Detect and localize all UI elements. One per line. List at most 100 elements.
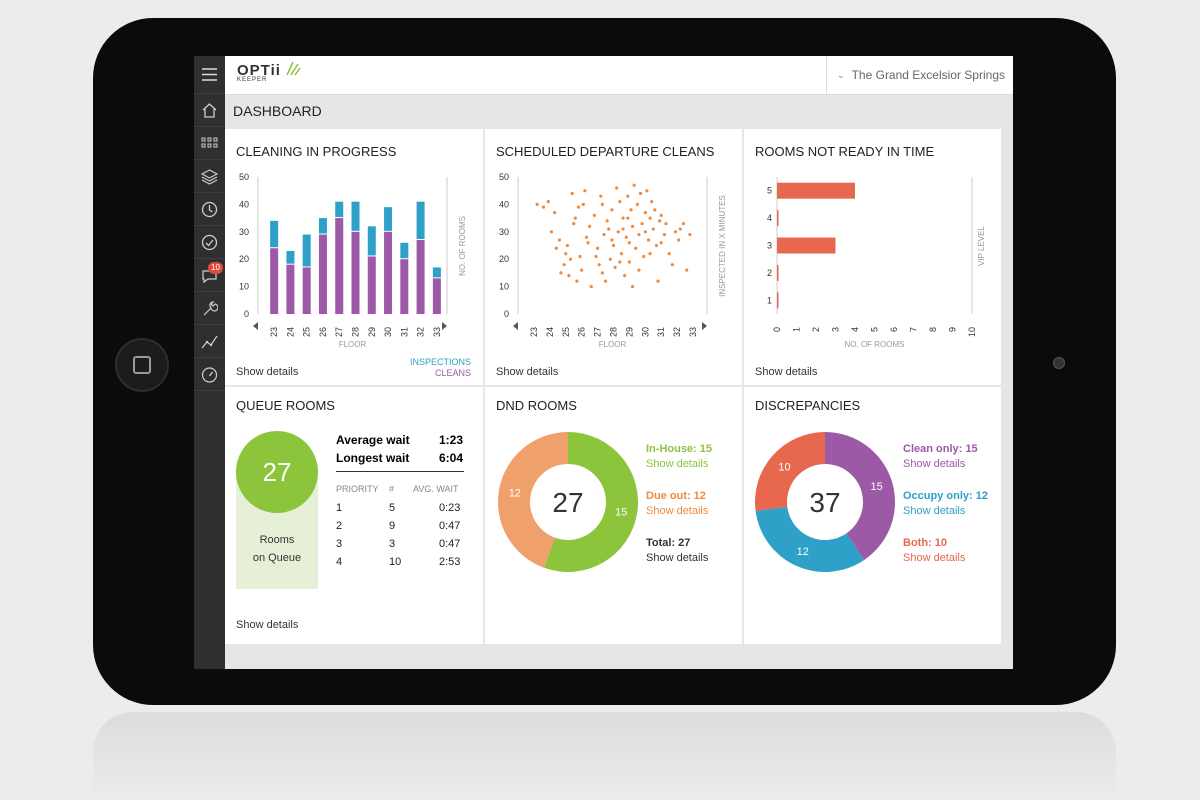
sidebar-item-clock[interactable] [194, 193, 225, 226]
discrepancies-donut-chart: 15 12 10 37 [755, 432, 895, 572]
hotel-selector[interactable]: ⌄ The Grand Excelsior Springs [826, 56, 1013, 94]
bar-cleans [367, 256, 376, 314]
scatter-point [630, 224, 635, 228]
scatter-point [632, 183, 636, 187]
donut-slice-label: 15 [615, 506, 627, 518]
scatter-point [618, 200, 622, 204]
scatter-point [546, 200, 550, 204]
disc-both-show[interactable]: Show details [903, 552, 966, 564]
sidebar-item-performance[interactable] [194, 358, 225, 391]
y-tick-label: 50 [239, 172, 249, 182]
sidebar-item-grid[interactable] [194, 127, 225, 160]
scatter-point [607, 227, 611, 231]
sidebar-item-messages[interactable]: 10 [194, 259, 225, 292]
scatter-point [567, 274, 571, 278]
scatter-point [605, 219, 609, 223]
donut-slice-label: 10 [778, 461, 790, 473]
sidebar: 10 [194, 56, 225, 669]
scatter-point [603, 279, 608, 283]
sidebar-item-reports[interactable] [194, 325, 225, 358]
sidebar-item-layers[interactable] [194, 160, 225, 193]
disc-clean-show[interactable]: Show details [903, 458, 966, 470]
scroll-right-icon [702, 322, 707, 330]
y-tick-label: 3 [767, 241, 772, 251]
dnd-inhouse-label: In-House: 15 [646, 443, 713, 455]
x-axis-label: FLOOR [599, 340, 627, 349]
donut-slice [755, 506, 865, 572]
scatter-point [611, 243, 616, 248]
donut-slice-label: 12 [797, 546, 809, 558]
scatter-point [681, 221, 686, 226]
legend-cleans: CLEANS [434, 368, 471, 378]
sidebar-item-home[interactable] [194, 94, 225, 127]
show-details-link[interactable]: Show details [236, 619, 299, 631]
dnd-total-show[interactable]: Show details [646, 552, 709, 564]
scatter-point [637, 232, 641, 237]
scatter-point [535, 202, 539, 206]
x-tick-label: 3 [831, 327, 841, 332]
scatter-point [664, 221, 668, 226]
show-details-link[interactable]: Show details [236, 366, 299, 378]
dnd-total-label: Total: 27 [646, 537, 691, 549]
dnd-inhouse-show[interactable]: Show details [646, 458, 709, 470]
sidebar-item-maintenance[interactable] [194, 292, 225, 325]
show-details-link[interactable]: Show details [755, 366, 818, 378]
sidebar-item-checks[interactable] [194, 226, 225, 259]
scatter-point [610, 238, 614, 242]
col-avg-wait: AVG. WAIT [413, 484, 459, 494]
x-tick-label: 26 [318, 327, 328, 337]
scatter-point [670, 263, 674, 267]
scatter-point [581, 202, 585, 206]
bar-not-ready [777, 237, 836, 254]
scatter-point [627, 241, 632, 245]
scatter-point [619, 252, 624, 256]
gauge-icon [201, 366, 218, 383]
x-tick-label: 24 [285, 327, 295, 337]
sidebar-item-menu[interactable] [194, 56, 225, 94]
panel-queue-rooms: QUEUE ROOMS 27 Rooms on Queue Average wa… [225, 387, 483, 644]
scatter-point [602, 232, 606, 237]
disc-clean-label: Clean only: 15 [903, 443, 978, 455]
x-tick-label: 28 [351, 327, 361, 337]
disc-occupy-show[interactable]: Show details [903, 505, 966, 517]
y-tick-label: 10 [239, 282, 249, 292]
legend-inspections: INSPECTIONS [409, 357, 471, 367]
y-tick-label: 40 [239, 199, 249, 209]
show-details-link[interactable]: Show details [496, 366, 559, 378]
scatter-point [594, 254, 598, 259]
scatter-point [626, 194, 630, 198]
scatter-point [629, 208, 633, 212]
average-wait-value: 1:23 [439, 433, 464, 447]
x-tick-label: 30 [383, 327, 393, 337]
bar-not-ready [777, 182, 855, 199]
scatter-point [575, 279, 579, 283]
wrench-icon [203, 300, 218, 315]
donut-slice-label: 15 [871, 481, 883, 493]
scatter-point [634, 246, 638, 250]
tablet-home-button[interactable] [115, 338, 169, 392]
x-tick-label: 7 [909, 327, 919, 332]
check-circle-icon [201, 234, 218, 250]
scatter-point [583, 189, 587, 193]
scatter-point [578, 254, 582, 259]
scatter-point [637, 268, 641, 272]
dnd-donut-chart: 15 12 27 [497, 432, 638, 572]
x-tick-label: 24 [545, 327, 555, 337]
y-tick-label: 0 [244, 309, 249, 319]
bar-inspections [335, 201, 344, 218]
hotel-name: The Grand Excelsior Springs [851, 68, 1005, 82]
x-tick-label: 23 [269, 327, 279, 337]
scatter-point [656, 279, 660, 283]
x-tick-label: 30 [640, 327, 650, 337]
panel-cleaning-in-progress: CLEANING IN PROGRESS 0 10 20 30 40 50 23 24 25 26… [225, 129, 483, 385]
y-tick-label: 5 [767, 186, 772, 196]
y-tick-label: 20 [239, 254, 249, 264]
y-tick-label: 30 [239, 227, 249, 237]
scatter-point [667, 252, 671, 256]
scatter-point [610, 208, 614, 212]
chevron-down-icon: ⌄ [837, 69, 845, 80]
dnd-dueout-show[interactable]: Show details [646, 505, 709, 517]
x-axis-label: NO. OF ROOMS [845, 340, 905, 349]
dnd-dueout-label: Due out: 12 [646, 490, 706, 502]
